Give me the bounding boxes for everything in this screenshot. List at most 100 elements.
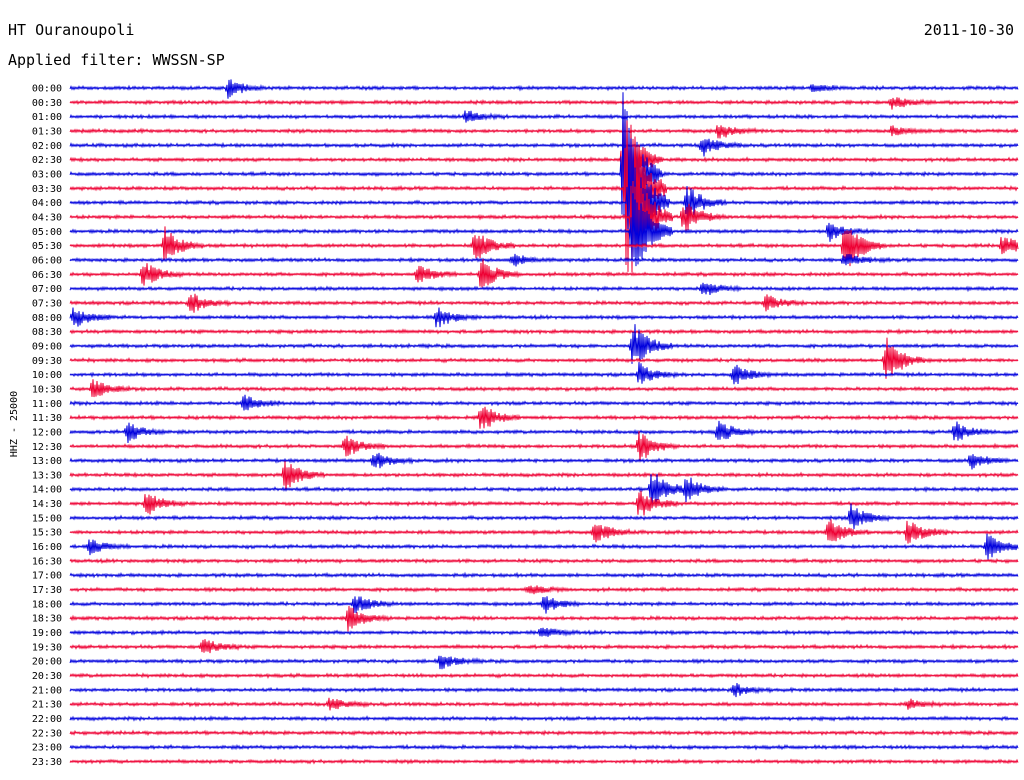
trace-row-0400 (69, 127, 1019, 248)
time-tick-label: 11:00 (32, 399, 62, 410)
trace-row-1130 (69, 406, 1019, 429)
trace-row-1330 (69, 461, 1019, 491)
time-tick-labels: 00:00 00:30 01:00 01:30 02:00 02:30 03:00 03:30… (32, 84, 62, 769)
time-tick-label: 15:00 (32, 513, 62, 524)
trace-row-1000 (69, 362, 1019, 385)
time-tick-label: 11:30 (32, 413, 62, 424)
trace-row-2330 (69, 758, 1019, 765)
time-tick-label: 02:00 (32, 141, 62, 152)
time-tick-label: 05:30 (32, 241, 62, 252)
trace-row-0430 (69, 172, 1019, 273)
trace-row-0100 (69, 110, 1019, 123)
station-title: HT Ouranoupoli (8, 21, 135, 39)
time-tick-label: 20:30 (32, 671, 62, 682)
trace-row-0530 (69, 226, 1019, 267)
time-tick-label: 23:00 (32, 743, 62, 754)
trace-row-1830 (69, 606, 1019, 632)
time-tick-label: 19:00 (32, 628, 62, 639)
time-tick-label: 01:00 (32, 112, 62, 123)
trace-row-2300 (69, 743, 1019, 751)
channel-axis-label: HHZ - 25000 (9, 391, 20, 457)
trace-row-1900 (69, 627, 1019, 637)
trace-row-0930 (69, 337, 1019, 379)
trace-row-1600 (69, 533, 1019, 560)
trace-row-0630 (69, 258, 1019, 288)
trace-row-1230 (69, 430, 1019, 463)
time-tick-label: 04:30 (32, 212, 62, 223)
time-tick-label: 23:30 (32, 757, 62, 768)
trace-row-0030 (69, 97, 1019, 110)
trace-row-1700 (69, 571, 1019, 579)
trace-row-1300 (69, 452, 1019, 470)
trace-row-2230 (69, 729, 1019, 737)
trace-row-2000 (69, 655, 1019, 670)
trace-row-1800 (69, 596, 1019, 614)
time-tick-label: 15:30 (32, 528, 62, 539)
time-tick-label: 00:00 (32, 84, 62, 95)
trace-row-1430 (69, 490, 1019, 516)
filter-prefix: Applied filter: (8, 51, 144, 69)
time-tick-label: 22:30 (32, 728, 62, 739)
trace-row-1930 (69, 639, 1019, 654)
seismic-traces (69, 79, 1019, 765)
time-tick-label: 06:00 (32, 255, 62, 266)
time-tick-label: 10:30 (32, 384, 62, 395)
trace-row-0600 (69, 253, 1019, 267)
trace-row-0330 (69, 120, 1019, 272)
filter-line: Applied filter: WWSSN-SP (8, 51, 225, 69)
trace-row-1100 (69, 394, 1019, 411)
time-tick-label: 22:00 (32, 714, 62, 725)
trace-row-0130 (69, 125, 1019, 139)
trace-row-1030 (69, 379, 1019, 398)
trace-row-0200 (69, 138, 1019, 157)
time-tick-label: 13:30 (32, 470, 62, 481)
trace-row-0700 (69, 282, 1019, 295)
time-tick-label: 20:00 (32, 657, 62, 668)
trace-row-0500 (69, 193, 1019, 267)
time-tick-label: 02:30 (32, 155, 62, 166)
trace-row-2030 (69, 672, 1019, 680)
time-tick-label: 21:00 (32, 685, 62, 696)
trace-row-0300 (69, 92, 1019, 242)
time-tick-label: 14:00 (32, 485, 62, 496)
time-tick-label: 16:00 (32, 542, 62, 553)
time-tick-label: 16:30 (32, 556, 62, 567)
time-tick-label: 18:30 (32, 614, 62, 625)
time-tick-label: 08:30 (32, 327, 62, 338)
time-tick-label: 18:00 (32, 599, 62, 610)
trace-row-1530 (69, 519, 1019, 544)
time-tick-label: 17:00 (32, 571, 62, 582)
time-tick-label: 04:00 (32, 198, 62, 209)
trace-row-0800 (69, 307, 1019, 328)
trace-row-2130 (69, 697, 1019, 711)
time-tick-label: 07:30 (32, 298, 62, 309)
trace-row-0000 (69, 79, 1019, 99)
time-tick-label: 19:30 (32, 642, 62, 653)
trace-row-0230 (69, 111, 1019, 207)
trace-row-0730 (69, 293, 1019, 313)
recording-date: 2011-10-30 (923, 21, 1014, 39)
time-tick-label: 14:30 (32, 499, 62, 510)
time-tick-label: 09:00 (32, 341, 62, 352)
time-tick-label: 03:00 (32, 169, 62, 180)
trace-row-0900 (69, 324, 1019, 364)
time-tick-label: 09:30 (32, 356, 62, 367)
trace-row-1730 (69, 585, 1019, 595)
time-tick-label: 07:00 (32, 284, 62, 295)
trace-row-2100 (69, 682, 1019, 698)
time-tick-label: 12:00 (32, 427, 62, 438)
time-tick-label: 08:00 (32, 313, 62, 324)
trace-row-1630 (69, 557, 1019, 565)
trace-row-1200 (69, 420, 1019, 444)
time-tick-label: 05:00 (32, 227, 62, 238)
time-tick-label: 21:30 (32, 700, 62, 711)
time-tick-label: 06:30 (32, 270, 62, 281)
time-tick-label: 10:00 (32, 370, 62, 381)
time-tick-label: 17:30 (32, 585, 62, 596)
time-tick-label: 01:30 (32, 126, 62, 137)
time-tick-label: 03:30 (32, 184, 62, 195)
trace-row-0830 (69, 327, 1019, 336)
trace-row-1400 (69, 473, 1019, 508)
time-tick-label: 12:30 (32, 442, 62, 453)
time-tick-label: 13:00 (32, 456, 62, 467)
